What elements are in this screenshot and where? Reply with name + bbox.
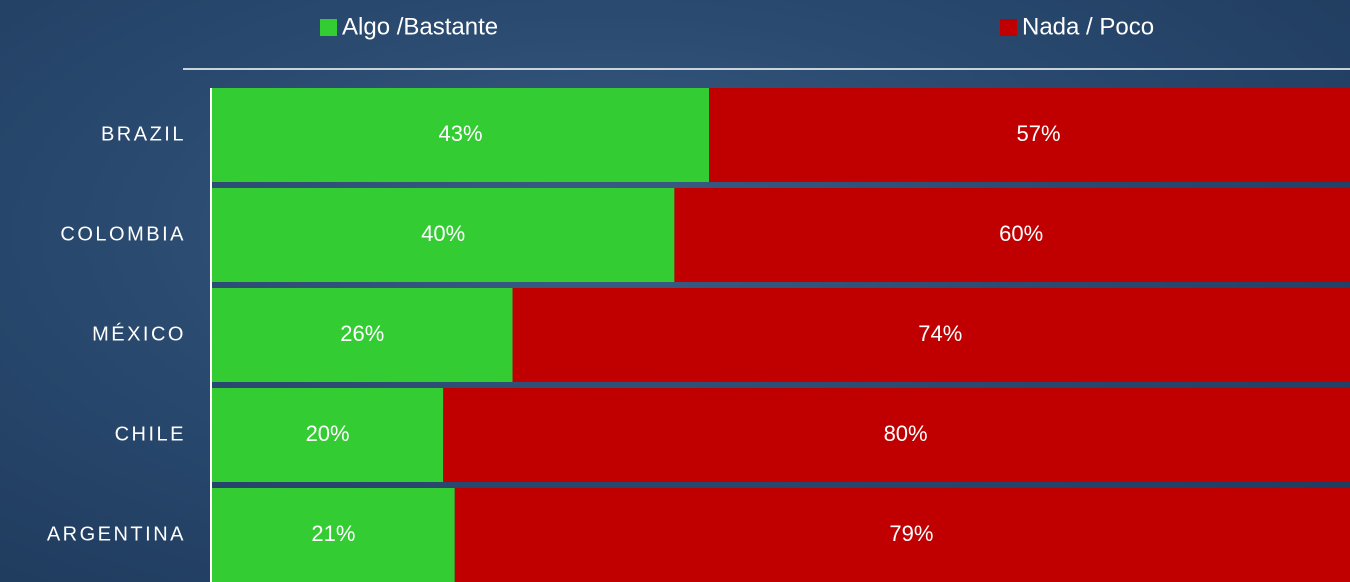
y-tick-label: BRAZIL	[101, 123, 186, 145]
data-label: 60%	[999, 221, 1043, 246]
data-label: 79%	[889, 521, 933, 546]
y-tick-label: MÉXICO	[92, 322, 186, 345]
data-label: 80%	[884, 421, 928, 446]
data-label: 40%	[421, 221, 465, 246]
legend-label: Algo /Bastante	[342, 13, 498, 40]
y-tick-label: COLOMBIA	[60, 223, 186, 245]
y-tick-label: CHILE	[115, 423, 186, 445]
data-label: 26%	[340, 321, 384, 346]
data-label: 57%	[1017, 121, 1061, 146]
y-tick-label: ARGENTINA	[47, 523, 186, 545]
data-label: 21%	[311, 521, 355, 546]
chart: Algo /Bastante Nada / Poco BRAZIL 43% 57% COL…	[0, 0, 1350, 582]
legend-swatch	[1000, 19, 1017, 36]
data-label: 74%	[918, 321, 962, 346]
page: Algo /Bastante Nada / Poco BRAZIL 43% 57% COL…	[0, 0, 1350, 582]
legend-swatch	[320, 19, 337, 36]
data-label: 43%	[439, 121, 483, 146]
legend-label: Nada / Poco	[1022, 13, 1154, 40]
data-label: 20%	[306, 421, 350, 446]
